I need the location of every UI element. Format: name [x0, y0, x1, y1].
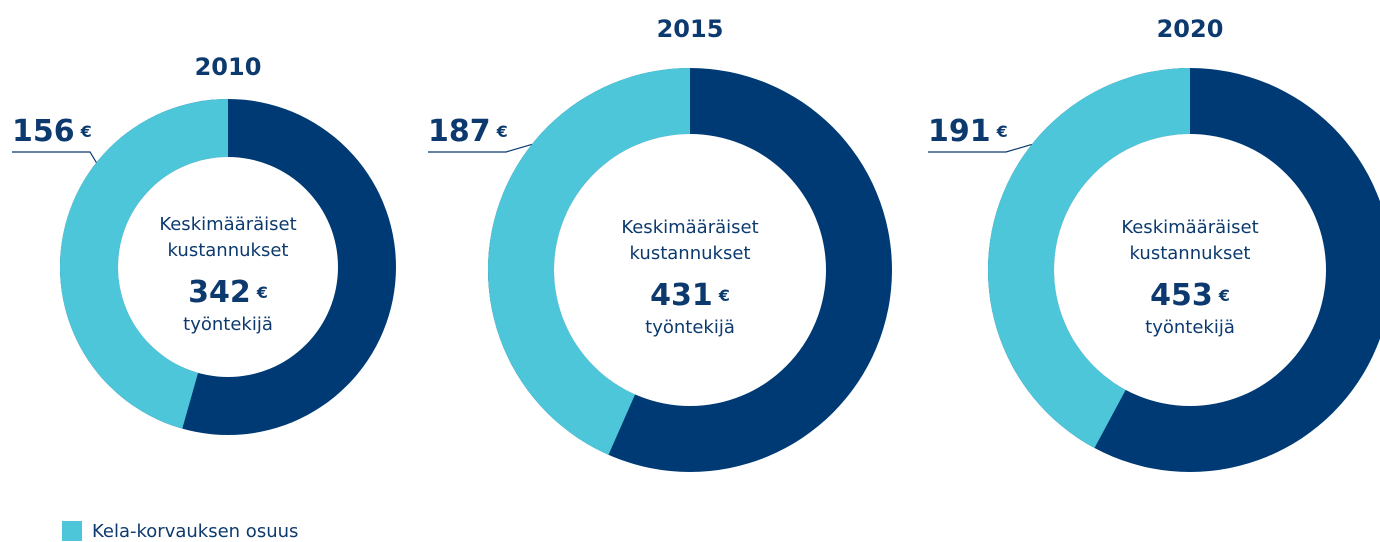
kela-unit: € [80, 122, 92, 141]
donut-hole [118, 157, 338, 377]
donut-title: 2010 [195, 53, 262, 81]
total-value: 431 [650, 278, 713, 313]
leader-line [928, 143, 1032, 153]
kela-label: 156 € [12, 114, 92, 149]
kela-unit: € [496, 122, 508, 141]
kela-value: 156 [12, 114, 75, 149]
center-sub: työntekijä [183, 314, 273, 335]
kela-unit: € [996, 122, 1008, 141]
total-value: 453 [1150, 278, 1213, 313]
kela-value: 187 [428, 114, 491, 149]
kela-label: 191 € [928, 114, 1008, 149]
total-unit: € [1218, 286, 1230, 305]
total-unit: € [718, 286, 730, 305]
center-label: Keskimääräiset [621, 217, 758, 238]
kela-value: 191 [928, 114, 991, 149]
kela-label: 187 € [428, 114, 508, 149]
kela-segment [60, 99, 228, 429]
center-sub: työntekijä [645, 317, 735, 338]
donut-title: 2020 [1157, 15, 1224, 43]
center-label: kustannukset [168, 240, 289, 261]
leader-line [12, 151, 97, 163]
kela-segment [488, 68, 690, 455]
center-total: 431 € [650, 278, 730, 313]
total-unit: € [256, 283, 268, 302]
legend-swatch [62, 521, 82, 541]
center-total: 453 € [1150, 278, 1230, 313]
donut-title: 2015 [657, 15, 724, 43]
donut-hole [554, 134, 826, 406]
center-label: Keskimääräiset [159, 214, 296, 235]
kela-segment [988, 68, 1190, 449]
legend-label: Kela-korvauksen osuus [92, 521, 298, 542]
total-value: 342 [188, 275, 251, 310]
donut-hole [1054, 134, 1326, 406]
center-label: kustannukset [630, 243, 751, 264]
center-label: kustannukset [1130, 243, 1251, 264]
center-label: Keskimääräiset [1121, 217, 1258, 238]
leader-line [428, 143, 532, 153]
center-sub: työntekijä [1145, 317, 1235, 338]
center-total: 342 € [188, 275, 268, 310]
